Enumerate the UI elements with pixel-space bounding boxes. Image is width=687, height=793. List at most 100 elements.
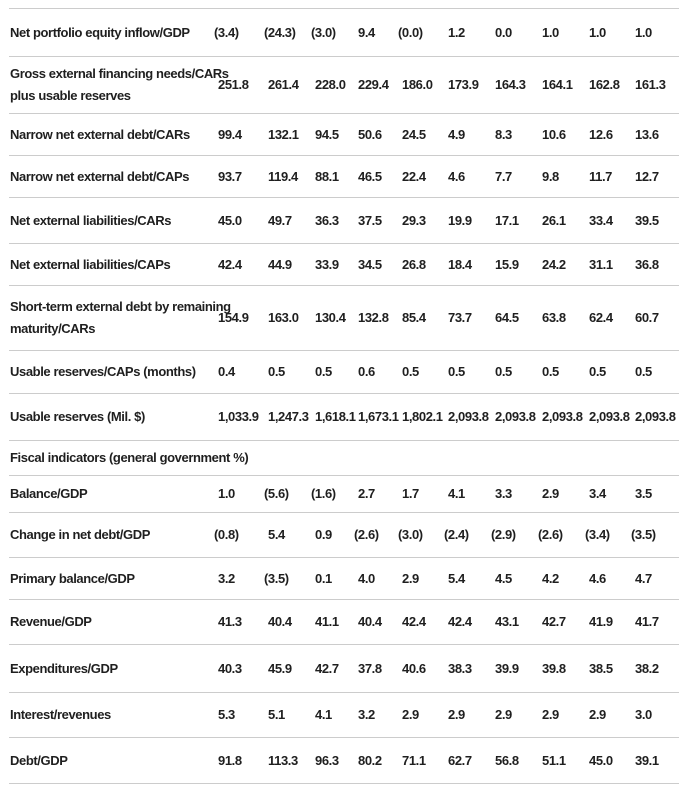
cell-value: (3.4) (214, 24, 239, 40)
cell-value: 1,673.1 (358, 409, 399, 424)
cell-value: 40.6 (402, 660, 426, 676)
cell-value: 3.3 (495, 486, 512, 501)
table-row: Gross external financing needs/CARs plus… (9, 56, 679, 114)
row-label: Expenditures/GDP (10, 660, 118, 676)
cell-value: 164.3 (495, 77, 526, 92)
table-row: Interest/revenues 5.3 5.1 4.1 3.2 2.9 2.9 2.9 2.… (9, 692, 679, 738)
cell-value: 162.8 (589, 77, 620, 92)
cell-value: 19.9 (448, 212, 472, 228)
row-label: Debt/GDP (10, 752, 68, 768)
cell-value: (3.0) (398, 527, 423, 542)
financial-indicators-table: Net portfolio equity inflow/GDP (3.4) (24.… (9, 8, 679, 784)
cell-value: 7.7 (495, 168, 512, 184)
cell-value: 62.4 (589, 310, 613, 325)
cell-value: 119.4 (268, 168, 298, 184)
cell-value: (3.4) (585, 527, 610, 542)
cell-value: 2,093.8 (589, 409, 630, 424)
cell-value: 3.2 (218, 570, 235, 586)
cell-value: 2.9 (402, 707, 419, 722)
cell-value: 49.7 (268, 212, 292, 228)
cell-value: 62.7 (448, 752, 472, 768)
cell-value: 2.9 (542, 707, 559, 722)
cell-value: 15.9 (495, 256, 519, 272)
cell-value: 9.8 (542, 168, 559, 184)
cell-value: 2,093.8 (495, 409, 536, 424)
cell-value: 80.2 (358, 752, 382, 768)
cell-value: 2,093.8 (635, 409, 676, 424)
table-row: Debt/GDP 91.8 113.3 96.3 80.2 71.1 62.7 56.8 51.… (9, 737, 679, 784)
cell-value: 41.7 (635, 614, 659, 629)
cell-value: 2.9 (448, 707, 465, 722)
cell-value: 41.3 (218, 614, 242, 629)
table-row: Net external liabilities/CARs 45.0 49.7 36.… (9, 197, 679, 244)
cell-value: 73.7 (448, 310, 472, 325)
cell-value: 0.5 (635, 364, 652, 379)
cell-value: 2.9 (495, 707, 512, 722)
cell-value: (3.5) (631, 527, 656, 542)
cell-value: 163.0 (268, 310, 299, 325)
cell-value: 0.9 (315, 527, 332, 542)
cell-value: (5.6) (264, 486, 289, 501)
cell-value: 33.9 (315, 256, 339, 272)
cell-value: 91.8 (218, 752, 242, 768)
cell-value: 4.1 (448, 486, 465, 501)
row-label: Short-term external debt by remaining ma… (10, 299, 231, 336)
cell-value: 130.4 (315, 310, 346, 325)
cell-value: 0.0 (495, 24, 512, 40)
cell-value: 164.1 (542, 77, 573, 92)
cell-value: 94.5 (315, 126, 339, 142)
table-row: Narrow net external debt/CARs 99.4 132.1 94… (9, 113, 679, 156)
cell-value: 10.6 (542, 126, 566, 142)
cell-value: 33.4 (589, 212, 613, 228)
cell-value: 37.8 (358, 660, 382, 676)
cell-value: 0.5 (542, 364, 559, 379)
cell-value: 43.1 (495, 614, 519, 629)
cell-value: 2,093.8 (542, 409, 583, 424)
cell-value: 1,247.3 (268, 409, 309, 424)
cell-value: (2.6) (354, 527, 379, 542)
cell-value: 93.7 (218, 168, 242, 184)
cell-value: 0.1 (315, 570, 332, 586)
cell-value: 1,802.1 (402, 409, 443, 424)
cell-value: 1.0 (218, 486, 235, 501)
cell-value: 5.4 (448, 570, 465, 586)
cell-value: 251.8 (218, 77, 249, 92)
cell-value: 50.6 (358, 126, 382, 142)
cell-value: 34.5 (358, 256, 382, 272)
cell-value: 154.9 (218, 310, 249, 325)
cell-value: 45.0 (218, 212, 242, 228)
cell-value: 51.1 (542, 752, 566, 768)
cell-value: 5.4 (268, 527, 285, 542)
cell-value: 41.1 (315, 614, 339, 629)
cell-value: 0.5 (495, 364, 512, 379)
table-row: Balance/GDP 1.0 (5.6) (1.6) 2.7 1.7 4.1 3.3 2.9 3… (9, 475, 679, 513)
cell-value: 31.1 (589, 256, 613, 272)
cell-value: 228.0 (315, 77, 346, 92)
row-label: Balance/GDP (10, 486, 88, 501)
cell-value: 96.3 (315, 752, 339, 768)
cell-value: 85.4 (402, 310, 426, 325)
cell-value: 99.4 (218, 126, 242, 142)
table-body: Net portfolio equity inflow/GDP (3.4) (24.… (9, 8, 679, 784)
cell-value: 45.9 (268, 660, 292, 676)
cell-value: 113.3 (268, 752, 298, 768)
cell-value: (0.8) (214, 527, 239, 542)
cell-value: 4.0 (358, 570, 375, 586)
cell-value: 4.1 (315, 707, 332, 722)
cell-value: 0.6 (358, 364, 375, 379)
cell-value: 1,033.9 (218, 409, 259, 424)
cell-value: 2.7 (358, 486, 375, 501)
cell-value: 4.9 (448, 126, 465, 142)
cell-value: 37.5 (358, 212, 382, 228)
cell-value: (24.3) (264, 24, 296, 40)
cell-value: 63.8 (542, 310, 566, 325)
cell-value: 22.4 (402, 168, 426, 184)
section-header-row: Fiscal indicators (general government %) (9, 440, 679, 476)
row-label: Net external liabilities/CARs (10, 212, 172, 228)
cell-value: (2.9) (491, 527, 516, 542)
cell-value: 64.5 (495, 310, 519, 325)
cell-value: 11.7 (589, 168, 612, 184)
cell-value: 2.9 (542, 486, 559, 501)
cell-value: 5.3 (218, 707, 235, 722)
cell-value: 186.0 (402, 77, 433, 92)
